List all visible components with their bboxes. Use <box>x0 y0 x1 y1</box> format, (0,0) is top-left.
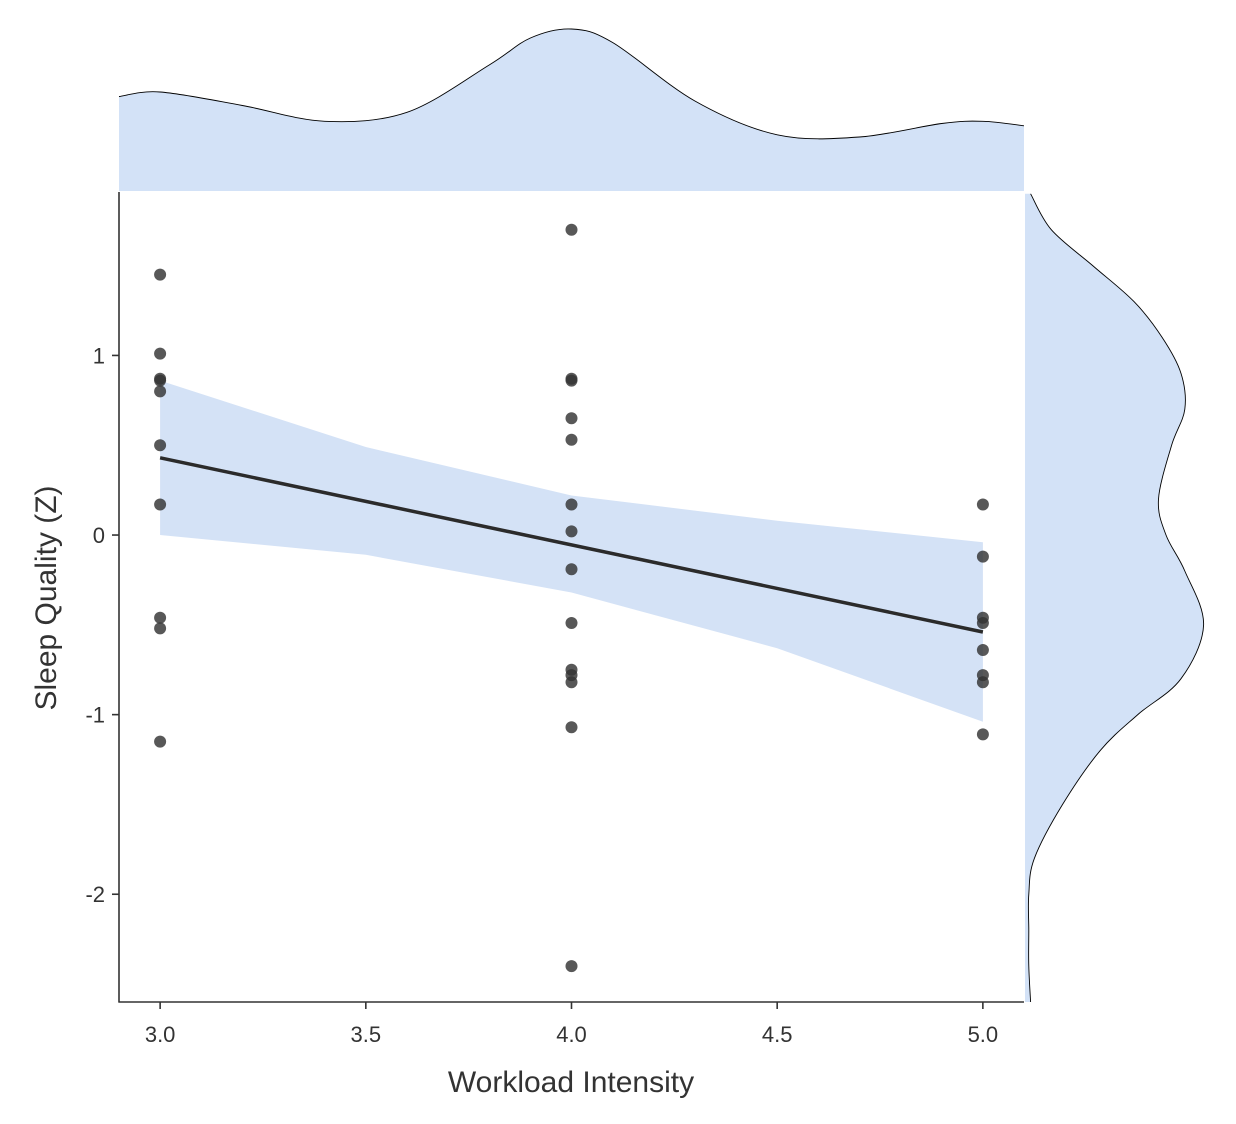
x-tick-label: 3.5 <box>351 1022 382 1047</box>
scatter-point-18 <box>565 617 578 629</box>
regression-line-layer <box>159 456 984 634</box>
x-tick-label: 5.0 <box>968 1022 999 1047</box>
scatter-point-7 <box>154 611 167 624</box>
x-tick-label: 3.0 <box>145 1022 176 1047</box>
marginal-x-density-curve <box>118 28 1025 140</box>
scatter-point-24 <box>976 498 989 511</box>
scatter-point-15 <box>565 498 578 511</box>
scatter-point-16 <box>565 525 578 538</box>
points-layer <box>154 223 989 973</box>
y-tick-label: 1 <box>93 343 105 368</box>
scatter-point-4 <box>154 385 167 398</box>
scatter-point-21 <box>565 676 578 689</box>
scatter-point-14 <box>565 433 578 446</box>
regression-line <box>159 456 984 634</box>
scatter-point-28 <box>976 644 989 656</box>
marginal-x-density-layer <box>118 28 1025 191</box>
scatter-point-6 <box>154 498 167 511</box>
x-tick-label: 4.5 <box>762 1022 793 1047</box>
scatter-point-31 <box>976 728 989 741</box>
marginal-y-density-layer <box>1025 193 1205 1003</box>
scatter-point-10 <box>565 223 578 236</box>
y-axis-title: Sleep Quality (Z) <box>30 485 63 710</box>
y-tick-label: 0 <box>93 523 105 548</box>
scatter-point-0 <box>154 268 167 281</box>
confidence-band <box>160 380 983 722</box>
y-tick-label: -1 <box>85 703 105 728</box>
scatter-point-8 <box>154 622 167 635</box>
ticks-layer: 3.0 3.5 4.0 4.5 5.0 -2 -1 0 1 <box>85 343 998 1047</box>
scatter-point-12 <box>565 374 578 387</box>
scatter-point-9 <box>154 735 167 748</box>
y-tick-label: -2 <box>85 882 105 907</box>
marginal-y-density-curve <box>1027 193 1205 1003</box>
scatter-point-23 <box>565 960 578 973</box>
scatter-point-17 <box>565 563 578 576</box>
scatter-point-30 <box>976 676 989 689</box>
scatter-point-3 <box>154 374 167 387</box>
scatter-point-25 <box>976 550 989 563</box>
x-tick-label: 4.0 <box>556 1022 587 1047</box>
marginal-y-density-fill <box>1025 193 1204 1003</box>
scatter-point-5 <box>154 439 167 452</box>
scatter-point-1 <box>154 347 167 360</box>
x-axis-title: Workload Intensity <box>448 1066 694 1099</box>
scatter-point-22 <box>565 721 578 734</box>
confidence-band-layer <box>160 380 983 722</box>
scatter-point-13 <box>565 412 578 425</box>
marginal-x-density-fill <box>119 28 1024 191</box>
scatter-point-27 <box>976 617 989 629</box>
